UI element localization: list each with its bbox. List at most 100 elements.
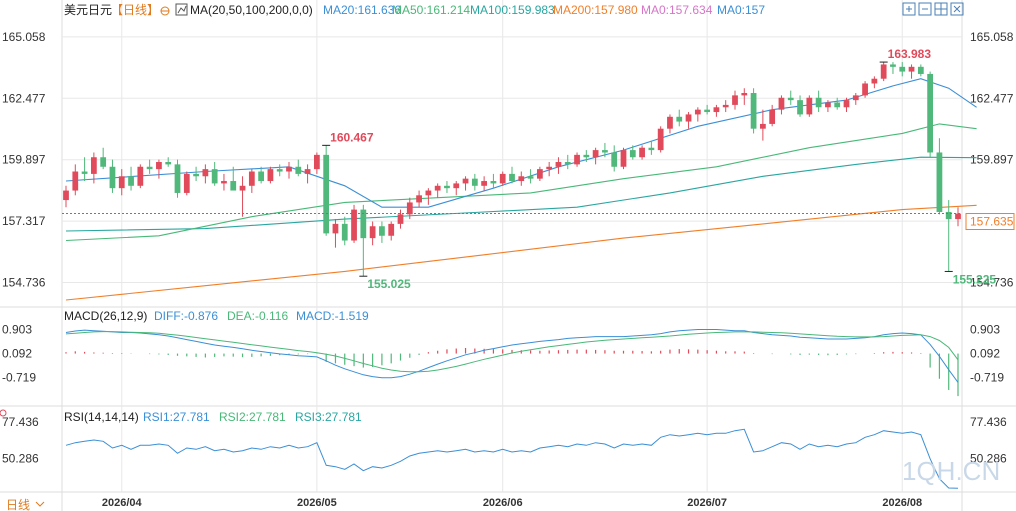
candle-body xyxy=(434,185,441,191)
panel-drag-icon[interactable] xyxy=(0,409,7,417)
rsi1-value: RSI1:27.781 xyxy=(143,410,210,424)
candle-body xyxy=(602,150,608,153)
candle-body xyxy=(267,169,274,182)
candle-body xyxy=(862,83,868,96)
macd-tick-left: 0.092 xyxy=(2,347,32,361)
macd-tick-right: 0.092 xyxy=(970,347,1000,361)
moving-average-lines xyxy=(65,78,977,301)
candle-body xyxy=(778,97,785,110)
rsi2-value: RSI2:27.781 xyxy=(219,410,286,424)
candle-body xyxy=(388,223,395,236)
annotation-low-1: 155.025 xyxy=(367,277,411,291)
candle-body xyxy=(146,166,153,170)
candle-body xyxy=(527,176,534,179)
candle-body xyxy=(509,173,515,182)
candle-body xyxy=(490,181,497,184)
period-label[interactable]: 【日线】 xyxy=(111,3,159,17)
candle-body xyxy=(834,102,841,108)
price-annotations: 160.467 155.025 163.983 155.225 xyxy=(322,47,996,291)
candle-body xyxy=(276,169,283,172)
candle-body xyxy=(676,116,683,122)
candle-body xyxy=(657,128,664,151)
candle-body xyxy=(667,116,673,129)
annotation-high-1: 160.467 xyxy=(330,130,374,144)
candle-body xyxy=(899,66,906,72)
candle-body xyxy=(295,166,302,174)
candle-body xyxy=(118,176,125,189)
macd-label: MACD(26,12,9) xyxy=(64,309,147,323)
candle-body xyxy=(258,171,265,182)
ma-value-label: MA0:157 xyxy=(717,3,765,17)
toolbar[interactable] xyxy=(902,2,964,16)
candle-body xyxy=(871,78,878,84)
price-tick-left: 165.058 xyxy=(2,30,46,44)
ma-value-label: MA50:161.214 xyxy=(392,3,470,17)
candle-body xyxy=(109,166,116,189)
candle-body xyxy=(583,154,590,158)
candle-body xyxy=(332,223,339,234)
candle-body xyxy=(722,104,729,108)
candle-body xyxy=(713,107,720,113)
period-button[interactable]: 日线 xyxy=(0,495,52,511)
price-tick-right: 162.477 xyxy=(970,91,1014,105)
rsi1-line xyxy=(65,428,959,489)
price-tick-left: 154.736 xyxy=(2,275,46,289)
current-price-tag xyxy=(965,213,1015,231)
rsi-line xyxy=(65,428,959,489)
expand-icon[interactable] xyxy=(902,2,916,16)
time-tick-label: 2026/07 xyxy=(687,497,727,509)
candle-body xyxy=(639,147,645,158)
time-tick-label: 2026/05 xyxy=(297,497,337,509)
price-tick-left: 162.477 xyxy=(2,91,46,105)
candle-body xyxy=(555,162,562,167)
macd-axis: 0.903 0.903 0.092 0.092 -0.719 -0.719 xyxy=(2,322,1004,384)
svg-text:日线: 日线 xyxy=(6,498,30,511)
candle-body xyxy=(546,166,553,170)
price-tick-right: 159.897 xyxy=(970,153,1014,167)
ma-value-label: MA0:157.634 xyxy=(641,3,713,17)
rsi-tick-left: 77.436 xyxy=(2,415,39,429)
candle-body xyxy=(72,171,79,191)
candle-body xyxy=(471,178,478,186)
ma-settings-label: MA(20,50,100,200,0,0) xyxy=(190,3,313,17)
crosshair-icon[interactable] xyxy=(918,2,932,16)
candle-body xyxy=(193,173,199,177)
candle-body xyxy=(360,209,367,239)
ma200-line xyxy=(65,204,977,301)
ma20-line xyxy=(65,78,977,208)
period-selector-icon[interactable] xyxy=(160,6,170,16)
candle-body xyxy=(825,102,831,108)
rsi-label: RSI(14,14,14) xyxy=(64,410,139,424)
annotation-high-2: 163.983 xyxy=(888,47,932,61)
macd-value: MACD:-1.519 xyxy=(296,309,369,323)
macd-tick-left: -0.719 xyxy=(2,371,36,385)
indicator-settings-icon[interactable] xyxy=(175,3,188,16)
candle-body xyxy=(945,211,952,220)
candle-body xyxy=(629,150,636,158)
price-axis-left: 165.058 162.477 159.897 157.317 154.736 xyxy=(2,30,46,290)
ma-value-label: MA200:157.980 xyxy=(553,3,638,17)
macd-diff-value: DIFF:-0.876 xyxy=(154,309,218,323)
candle-body xyxy=(323,154,330,234)
settings-icon[interactable] xyxy=(950,2,964,16)
candle-body xyxy=(165,162,172,165)
candle-body xyxy=(843,100,850,108)
price-tick-right: 165.058 xyxy=(970,30,1014,44)
candle-body xyxy=(955,213,961,220)
grid-icon[interactable] xyxy=(934,2,948,16)
candle-body xyxy=(852,95,859,101)
ma-value-label: MA20:161.636 xyxy=(323,3,401,17)
candle-body xyxy=(797,100,803,115)
ma-value-label: MA100:159.983 xyxy=(470,3,555,17)
time-tick-label: 2026/06 xyxy=(483,497,523,509)
macd-diff-line xyxy=(65,329,959,383)
candle-body xyxy=(81,171,88,174)
macd-tick-right: -0.719 xyxy=(970,371,1004,385)
candle-body xyxy=(416,195,422,203)
candle-body xyxy=(174,164,181,193)
candlestick-series[interactable] xyxy=(63,62,961,277)
candle-body xyxy=(211,169,218,184)
candle-body xyxy=(890,64,896,67)
